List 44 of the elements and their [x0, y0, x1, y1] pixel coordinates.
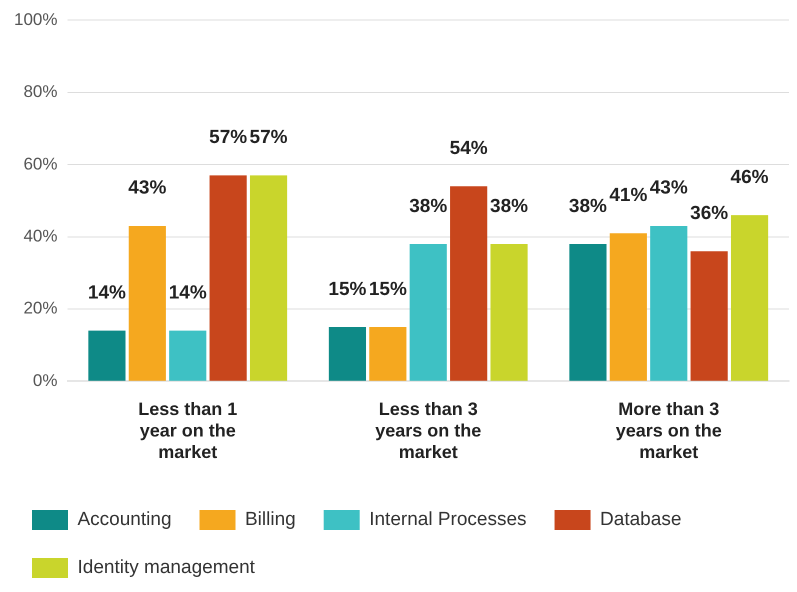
data-label: 46%	[730, 166, 769, 188]
bar	[250, 175, 288, 381]
data-label: 38%	[490, 196, 528, 217]
bar	[410, 244, 447, 381]
data-label: 14%	[168, 282, 207, 304]
bar	[690, 251, 728, 381]
bar	[210, 175, 247, 381]
bar	[569, 244, 607, 381]
x-tick-label: More than 3 years on the market	[616, 398, 722, 462]
bar	[369, 327, 406, 381]
data-label: 54%	[450, 138, 488, 159]
data-label: 36%	[690, 202, 728, 224]
y-tick-label: 20%	[23, 298, 58, 318]
bar	[650, 226, 688, 381]
y-tick-label: 100%	[14, 10, 58, 29]
x-tick-label: Less than 1 year on the market	[138, 398, 238, 462]
y-tick-label: 40%	[23, 226, 58, 246]
data-label: 38%	[568, 196, 608, 217]
bar	[490, 244, 528, 381]
bar	[169, 330, 206, 381]
bar	[730, 215, 768, 381]
bar	[88, 330, 126, 381]
x-tick-label: Less than 3 years on the market	[375, 398, 482, 462]
data-label: 57%	[250, 127, 288, 148]
data-label: 57%	[209, 127, 248, 148]
legend-label: Accounting	[78, 509, 172, 530]
y-tick-label: 0%	[32, 370, 58, 390]
data-label: 15%	[368, 278, 407, 300]
bar	[610, 233, 647, 381]
data-label: 41%	[609, 184, 648, 206]
legend-label: Billing	[245, 509, 296, 530]
bar	[128, 226, 166, 381]
data-label: 14%	[88, 282, 126, 304]
legend-label: Database	[600, 509, 682, 530]
y-tick-label: 60%	[23, 154, 58, 174]
data-label: 38%	[409, 196, 448, 217]
legend-label: Internal Processes	[369, 509, 527, 530]
data-label: 43%	[128, 178, 166, 199]
bar	[450, 186, 488, 381]
y-tick-label: 80%	[23, 82, 58, 102]
data-label: 15%	[328, 278, 367, 300]
legend-label: Identity management	[78, 557, 256, 578]
bar	[328, 327, 366, 381]
data-label: 43%	[650, 178, 688, 199]
